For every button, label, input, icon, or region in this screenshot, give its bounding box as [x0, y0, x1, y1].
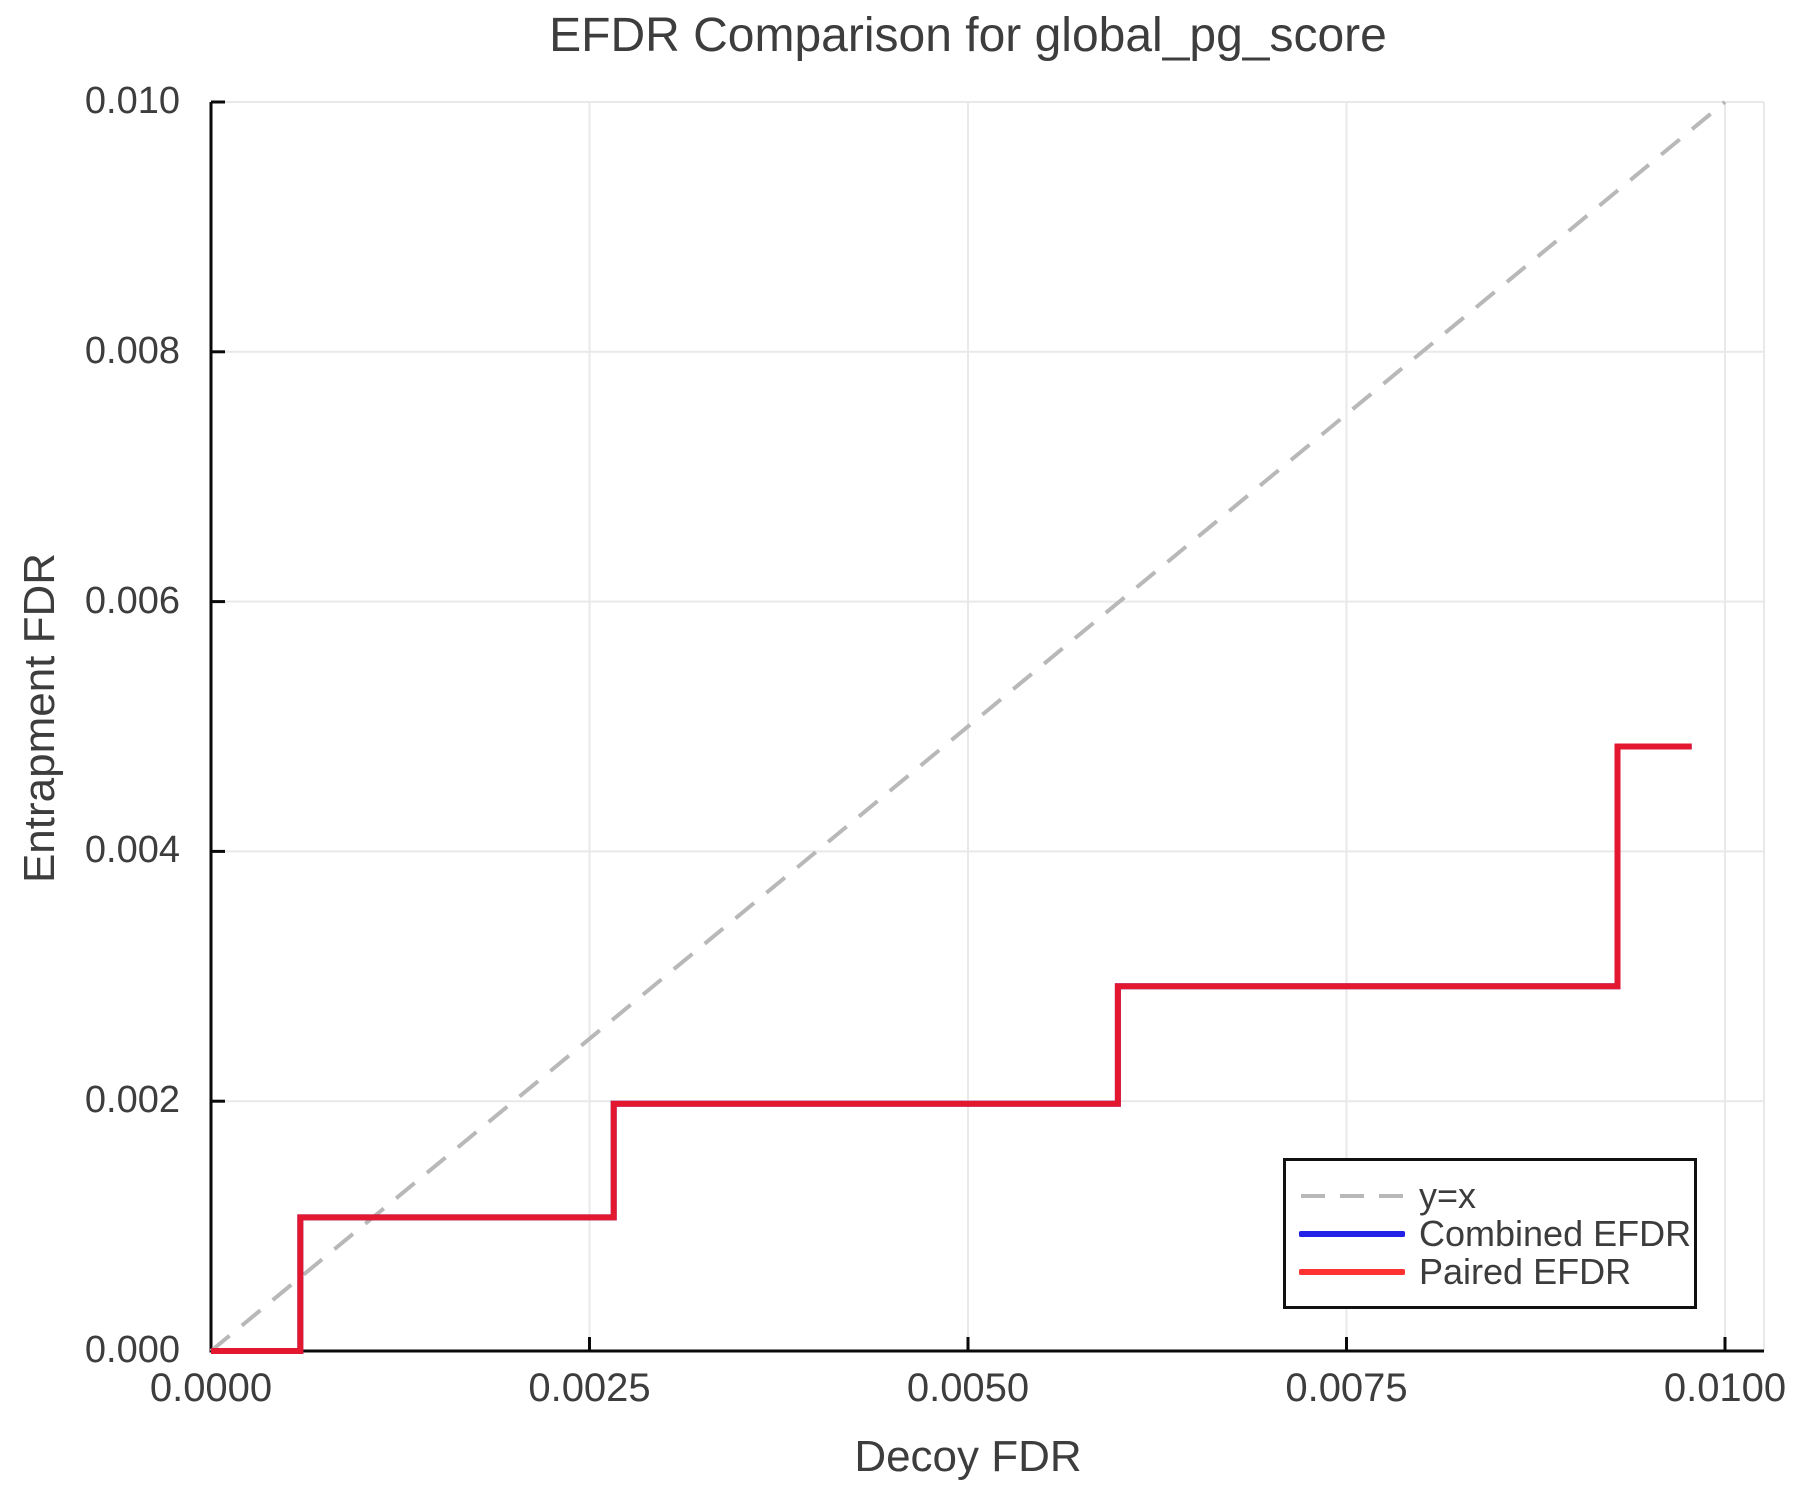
- x-tick-label: 0.0100: [1663, 1366, 1787, 1410]
- x-tick-label: 0.0025: [528, 1366, 651, 1410]
- y-tick-label: 0.006: [84, 579, 180, 622]
- legend-row-combined-efdr: Combined EFDR: [1299, 1212, 1694, 1254]
- axis-spines: [209, 102, 1764, 1353]
- x-tick-label: 0.0000: [149, 1366, 273, 1410]
- legend-label-y-equals-x: y=x: [1419, 1174, 1477, 1216]
- series-y-x-line: [209, 100, 1727, 1353]
- x-tick-label: 0.0050: [906, 1366, 1030, 1410]
- x-tick-label: 0.0075: [1285, 1366, 1408, 1410]
- chart-title: EFDR Comparison for global_pg_score: [549, 9, 1387, 62]
- paired-efdr-line-swatch-icon: [1299, 1268, 1405, 1275]
- legend-row-paired-efdr: Paired EFDR: [1299, 1250, 1694, 1292]
- y-equals-x-line-swatch-icon: [1301, 1193, 1403, 1198]
- series-paired-efdr-line: [211, 743, 1692, 1354]
- y-tick-label: 0.010: [84, 80, 180, 122]
- legend-label-paired-efdr: Paired EFDR: [1419, 1250, 1632, 1292]
- y-tick-label: 0.002: [84, 1079, 180, 1122]
- y-tick-label: 0.000: [84, 1329, 180, 1371]
- legend-label-combined-efdr: Combined EFDR: [1419, 1212, 1692, 1254]
- x-axis-label: Decoy FDR: [854, 1432, 1082, 1481]
- y-tick-label: 0.004: [84, 829, 180, 872]
- combined-efdr-line-swatch-icon: [1299, 1230, 1405, 1237]
- legend-row-y-equals-x: y=x: [1299, 1174, 1694, 1216]
- series-lines: [209, 100, 1727, 1354]
- y-tick-label: 0.008: [84, 329, 180, 372]
- legend: y=x Combined EFDR Paired EFDR: [1283, 1158, 1697, 1309]
